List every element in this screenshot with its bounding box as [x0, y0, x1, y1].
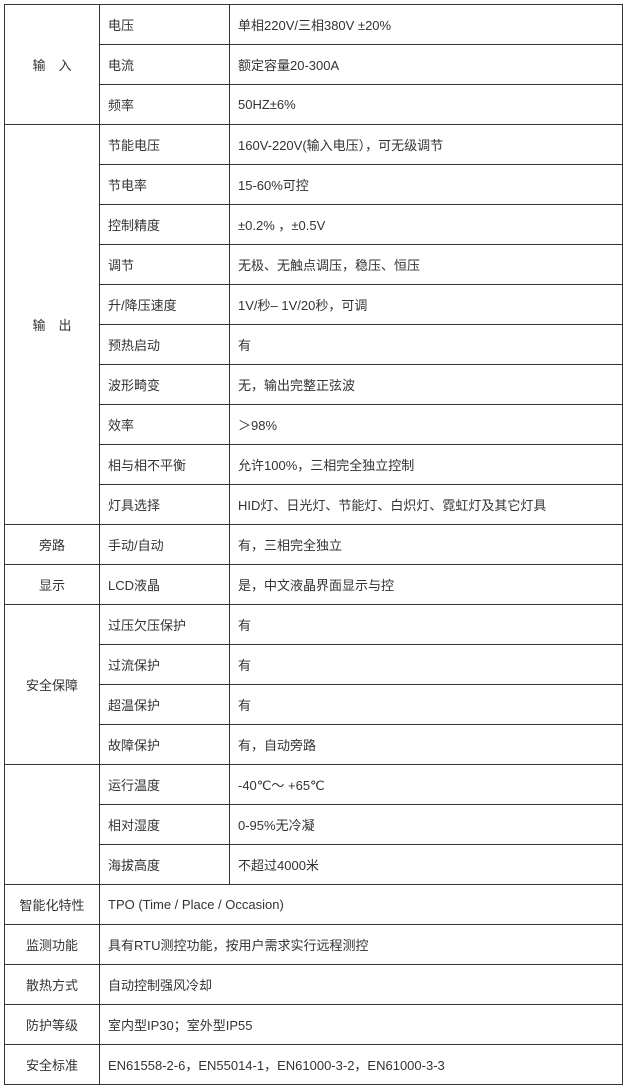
row-label: 频率 — [100, 85, 230, 125]
row-label: 相与相不平衡 — [100, 445, 230, 485]
row-value: TPO (Time / Place / Occasion) — [100, 885, 623, 925]
row-value: 单相220V/三相380V ±20% — [230, 5, 623, 45]
row-label: 运行温度 — [100, 765, 230, 805]
row-value: ±0.2% ，±0.5V — [230, 205, 623, 245]
row-value: 是，中文液晶界面显示与控 — [230, 565, 623, 605]
spec-table-body: 输 入 电压 单相220V/三相380V ±20% 电流 额定容量20-300A… — [5, 5, 623, 1085]
row-label: 超温保护 — [100, 685, 230, 725]
table-row: 安全标准 EN61558-2-6，EN55014-1，EN61000-3-2，E… — [5, 1045, 623, 1085]
row-value: ＞98% — [230, 405, 623, 445]
row-label: 升/降压速度 — [100, 285, 230, 325]
row-value: 无极、无触点调压，稳压、恒压 — [230, 245, 623, 285]
row-value: 允许100%，三相完全独立控制 — [230, 445, 623, 485]
row-value: 具有RTU测控功能，按用户需求实行远程测控 — [100, 925, 623, 965]
row-value: 有，三相完全独立 — [230, 525, 623, 565]
table-row: 智能化特性 TPO (Time / Place / Occasion) — [5, 885, 623, 925]
group-header-output: 输 出 — [5, 125, 100, 525]
row-value: 有 — [230, 685, 623, 725]
row-value: 有 — [230, 605, 623, 645]
row-value: 160V-220V(输入电压），可无级调节 — [230, 125, 623, 165]
row-label: 过流保护 — [100, 645, 230, 685]
row-value: 15-60%可控 — [230, 165, 623, 205]
row-header-cooling: 散热方式 — [5, 965, 100, 1005]
table-row: 输 出 节能电压 160V-220V(输入电压），可无级调节 — [5, 125, 623, 165]
row-label: 过压欠压保护 — [100, 605, 230, 645]
group-header-safety: 安全保障 — [5, 605, 100, 765]
row-value: 有 — [230, 645, 623, 685]
group-header-bypass: 旁路 — [5, 525, 100, 565]
row-label: 控制精度 — [100, 205, 230, 245]
table-row: 显示 LCD液晶 是，中文液晶界面显示与控 — [5, 565, 623, 605]
row-label: 电流 — [100, 45, 230, 85]
row-header-intelligence: 智能化特性 — [5, 885, 100, 925]
row-label: 效率 — [100, 405, 230, 445]
row-value: 有，自动旁路 — [230, 725, 623, 765]
row-value: 室内型IP30；室外型IP55 — [100, 1005, 623, 1045]
row-value: EN61558-2-6，EN55014-1，EN61000-3-2，EN6100… — [100, 1045, 623, 1085]
spec-table: 输 入 电压 单相220V/三相380V ±20% 电流 额定容量20-300A… — [4, 4, 623, 1085]
table-row: 防护等级 室内型IP30；室外型IP55 — [5, 1005, 623, 1045]
row-label: 相对湿度 — [100, 805, 230, 845]
row-header-protection: 防护等级 — [5, 1005, 100, 1045]
table-row: 散热方式 自动控制强风冷却 — [5, 965, 623, 1005]
row-value: 额定容量20-300A — [230, 45, 623, 85]
row-label: LCD液晶 — [100, 565, 230, 605]
row-label: 预热启动 — [100, 325, 230, 365]
row-label: 节电率 — [100, 165, 230, 205]
row-value: 自动控制强风冷却 — [100, 965, 623, 1005]
row-label: 调节 — [100, 245, 230, 285]
row-value: 50HZ±6% — [230, 85, 623, 125]
table-row: 监测功能 具有RTU测控功能，按用户需求实行远程测控 — [5, 925, 623, 965]
table-row: 运行温度 -40℃～ +65℃ — [5, 765, 623, 805]
row-label: 电压 — [100, 5, 230, 45]
row-label: 灯具选择 — [100, 485, 230, 525]
group-header-env — [5, 765, 100, 885]
row-label: 故障保护 — [100, 725, 230, 765]
row-value: -40℃～ +65℃ — [230, 765, 623, 805]
row-value: 1V/秒– 1V/20秒，可调 — [230, 285, 623, 325]
table-row: 旁路 手动/自动 有，三相完全独立 — [5, 525, 623, 565]
row-header-standards: 安全标准 — [5, 1045, 100, 1085]
table-row: 安全保障 过压欠压保护 有 — [5, 605, 623, 645]
row-value: HID灯、日光灯、节能灯、白炽灯、霓虹灯及其它灯具 — [230, 485, 623, 525]
row-label: 波形畸变 — [100, 365, 230, 405]
row-value: 无，输出完整正弦波 — [230, 365, 623, 405]
row-value: 0-95%无冷凝 — [230, 805, 623, 845]
row-value: 有 — [230, 325, 623, 365]
row-header-monitoring: 监测功能 — [5, 925, 100, 965]
row-label: 节能电压 — [100, 125, 230, 165]
table-row: 输 入 电压 单相220V/三相380V ±20% — [5, 5, 623, 45]
row-label: 海拔高度 — [100, 845, 230, 885]
group-header-input: 输 入 — [5, 5, 100, 125]
group-header-display: 显示 — [5, 565, 100, 605]
row-label: 手动/自动 — [100, 525, 230, 565]
row-value: 不超过4000米 — [230, 845, 623, 885]
